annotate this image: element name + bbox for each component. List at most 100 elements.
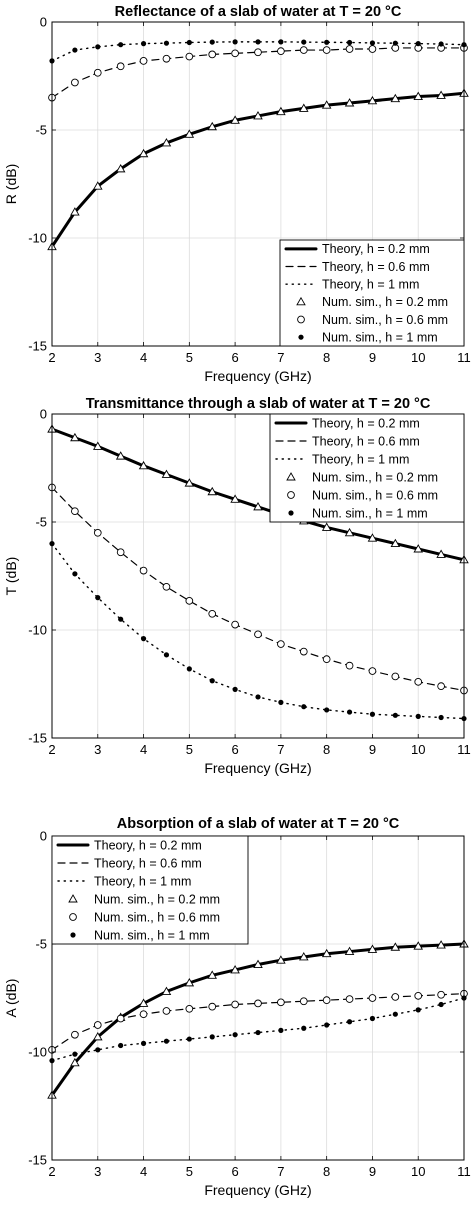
x-tick-label: 8 (323, 350, 330, 365)
legend-entry-label: Theory, h = 1 mm (94, 874, 191, 888)
data-point-series-2 (277, 640, 285, 648)
legend-entry-label: Num. sim., h = 0.2 mm (312, 470, 438, 484)
data-point-series-2 (93, 68, 102, 77)
data-point-series-2 (162, 54, 171, 63)
legend: Theory, h = 0.2 mm Theory, h = 0.6 mm Theo… (279, 239, 465, 347)
data-point-series-3 (163, 652, 170, 658)
data-point-series-2 (71, 507, 79, 516)
legend-box (269, 413, 465, 523)
data-point-series-3 (232, 686, 238, 693)
data-point-series-3 (232, 1032, 238, 1038)
data-point-series-1 (93, 1031, 103, 1041)
axes-box (51, 21, 465, 347)
x-tick-label: 8 (323, 1164, 330, 1179)
data-point-series-1 (344, 527, 355, 537)
data-point-series-3 (415, 41, 421, 47)
legend-entry-label: Theory, h = 0.2 mm (94, 838, 202, 852)
data-point-series-1 (115, 163, 126, 173)
data-point-series-3 (163, 1038, 170, 1044)
data-point-series-1 (230, 494, 240, 503)
x-tick-label: 7 (277, 350, 284, 365)
data-point-series-3 (438, 1001, 444, 1008)
data-point-series-1 (436, 90, 446, 99)
chart-title: Reflectance of a slab of water at T = 20… (115, 4, 402, 20)
data-point-series-2 (116, 1014, 125, 1023)
data-point-series-2 (139, 57, 148, 65)
legend-entry-label: Num. sim., h = 1 mm (94, 928, 210, 942)
data-point-series-3 (324, 1022, 330, 1028)
data-point-series-3 (438, 41, 444, 47)
data-point-series-3 (438, 714, 444, 721)
data-point-series-2 (162, 1007, 171, 1015)
data-point-series-3 (72, 1051, 78, 1057)
data-point-series-1 (184, 478, 195, 487)
data-point-series-3 (301, 39, 307, 45)
data-point-series-3 (369, 40, 376, 46)
data-point-series-3 (392, 712, 398, 718)
transmittance-chart: Transmittance through a slab of water at… (3, 396, 471, 776)
chart-title: Transmittance through a slab of water at… (86, 396, 431, 412)
data-point-series-2 (345, 45, 354, 53)
legend-marker-swatch (287, 491, 295, 499)
y-tick-label: -15 (28, 731, 47, 746)
data-point-series-1 (413, 91, 423, 100)
data-point-series-1 (367, 944, 378, 953)
data-point-series-2 (437, 682, 445, 691)
data-point-series-3 (415, 713, 421, 720)
data-point-series-1 (184, 129, 195, 138)
data-point-series-3 (140, 636, 147, 642)
legend-entry-label: Num. sim., h = 1 mm (322, 330, 438, 344)
x-tick-label: 2 (48, 350, 55, 365)
x-tick-label: 10 (411, 742, 425, 757)
data-point-series-2 (139, 566, 148, 575)
legend-entry-label: Num. sim., h = 0.6 mm (322, 313, 448, 327)
data-point-series-2 (71, 1030, 79, 1039)
data-point-series-3 (278, 699, 284, 705)
data-point-series-3 (209, 678, 215, 684)
data-point-series-1 (276, 955, 286, 964)
data-point-series-1 (70, 432, 80, 442)
data-point-series-2 (299, 647, 308, 656)
x-tick-label: 3 (94, 1164, 101, 1179)
y-tick-label: -5 (35, 123, 47, 138)
y-tick-label: -5 (35, 515, 47, 530)
data-point-series-1 (344, 98, 355, 107)
data-point-series-1 (321, 100, 332, 109)
data-point-series-2 (299, 46, 308, 54)
legend-marker-swatch (286, 472, 296, 481)
y-tick-label: -5 (35, 937, 47, 952)
data-point-series-2 (139, 1010, 148, 1019)
data-point-series-1 (138, 148, 149, 158)
data-point-series-1 (161, 986, 172, 995)
x-tick-label: 4 (140, 742, 147, 757)
legend-entry-label: Theory, h = 0.6 mm (322, 260, 430, 274)
x-tick-label: 6 (231, 742, 238, 757)
data-point-series-2 (208, 1002, 217, 1011)
data-point-series-1 (367, 95, 378, 105)
data-point-series-2 (368, 994, 377, 1002)
chart-title: Absorption of a slab of water at T = 20 … (117, 816, 400, 832)
data-point-series-3 (95, 44, 101, 50)
x-tick-label: 2 (48, 1164, 55, 1179)
x-tick-label: 6 (231, 1164, 238, 1179)
data-point-series-2 (368, 45, 377, 53)
data-point-series-3 (72, 571, 78, 577)
legend-marker-swatch (298, 334, 304, 340)
data-point-series-3 (186, 39, 192, 46)
data-point-series-3 (232, 39, 238, 45)
x-tick-label: 9 (369, 742, 376, 757)
legend-entry-label: Num. sim., h = 0.6 mm (94, 910, 220, 924)
data-point-series-3 (369, 711, 376, 717)
data-point-series-3 (415, 1007, 421, 1013)
legend: Theory, h = 0.2 mm Theory, h = 0.6 mm Theo… (269, 413, 465, 523)
x-tick-label: 7 (277, 742, 284, 757)
data-point-series-2 (254, 999, 262, 1008)
x-tick-label: 6 (231, 350, 238, 365)
data-point-series-3 (278, 39, 284, 45)
data-point-series-3 (369, 1015, 376, 1022)
data-point-series-1 (70, 207, 80, 216)
data-point-series-2 (93, 528, 102, 537)
x-tick-label: 9 (369, 350, 376, 365)
